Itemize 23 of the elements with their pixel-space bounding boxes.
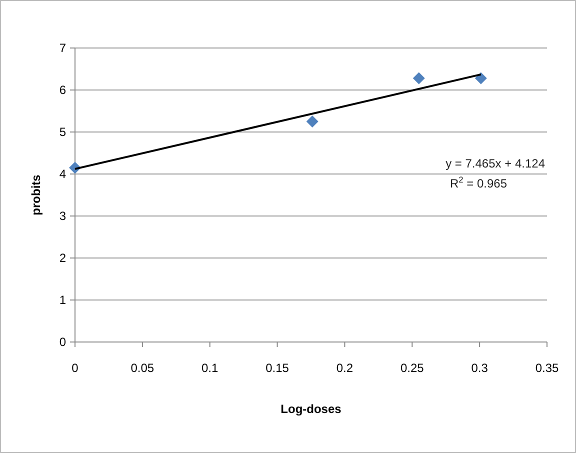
y-tick-label: 7	[59, 41, 66, 55]
y-tick-label: 6	[59, 83, 66, 97]
point	[474, 72, 487, 84]
x-tick-label: 0.1	[202, 361, 219, 375]
x-tick-label: 0.35	[535, 361, 559, 375]
x-tick-label: 0.15	[266, 361, 290, 375]
y-tick-label: 4	[59, 167, 66, 181]
x-tick-label: 0	[72, 361, 79, 375]
y-tick-label: 5	[59, 125, 66, 139]
y-axis-title: probits	[29, 174, 43, 216]
y-tick-label: 3	[59, 209, 66, 223]
y-tick-label: 1	[59, 293, 66, 307]
annotation: R$^{2}$ = 0.965	[450, 174, 508, 191]
x-tick-label: 0.2	[336, 361, 354, 375]
y-tick-label: 2	[59, 251, 66, 265]
x-tick-label: 0.25	[400, 361, 424, 375]
annotation: y = 7.465x + 4.124	[446, 156, 546, 171]
x-axis-title: Log-doses	[280, 402, 342, 416]
y-tick-label: 0	[59, 335, 66, 349]
point	[306, 116, 318, 128]
point	[412, 72, 425, 84]
x-tick-label: 0.05	[130, 361, 154, 375]
x-tick-label: 0.3	[471, 361, 488, 375]
